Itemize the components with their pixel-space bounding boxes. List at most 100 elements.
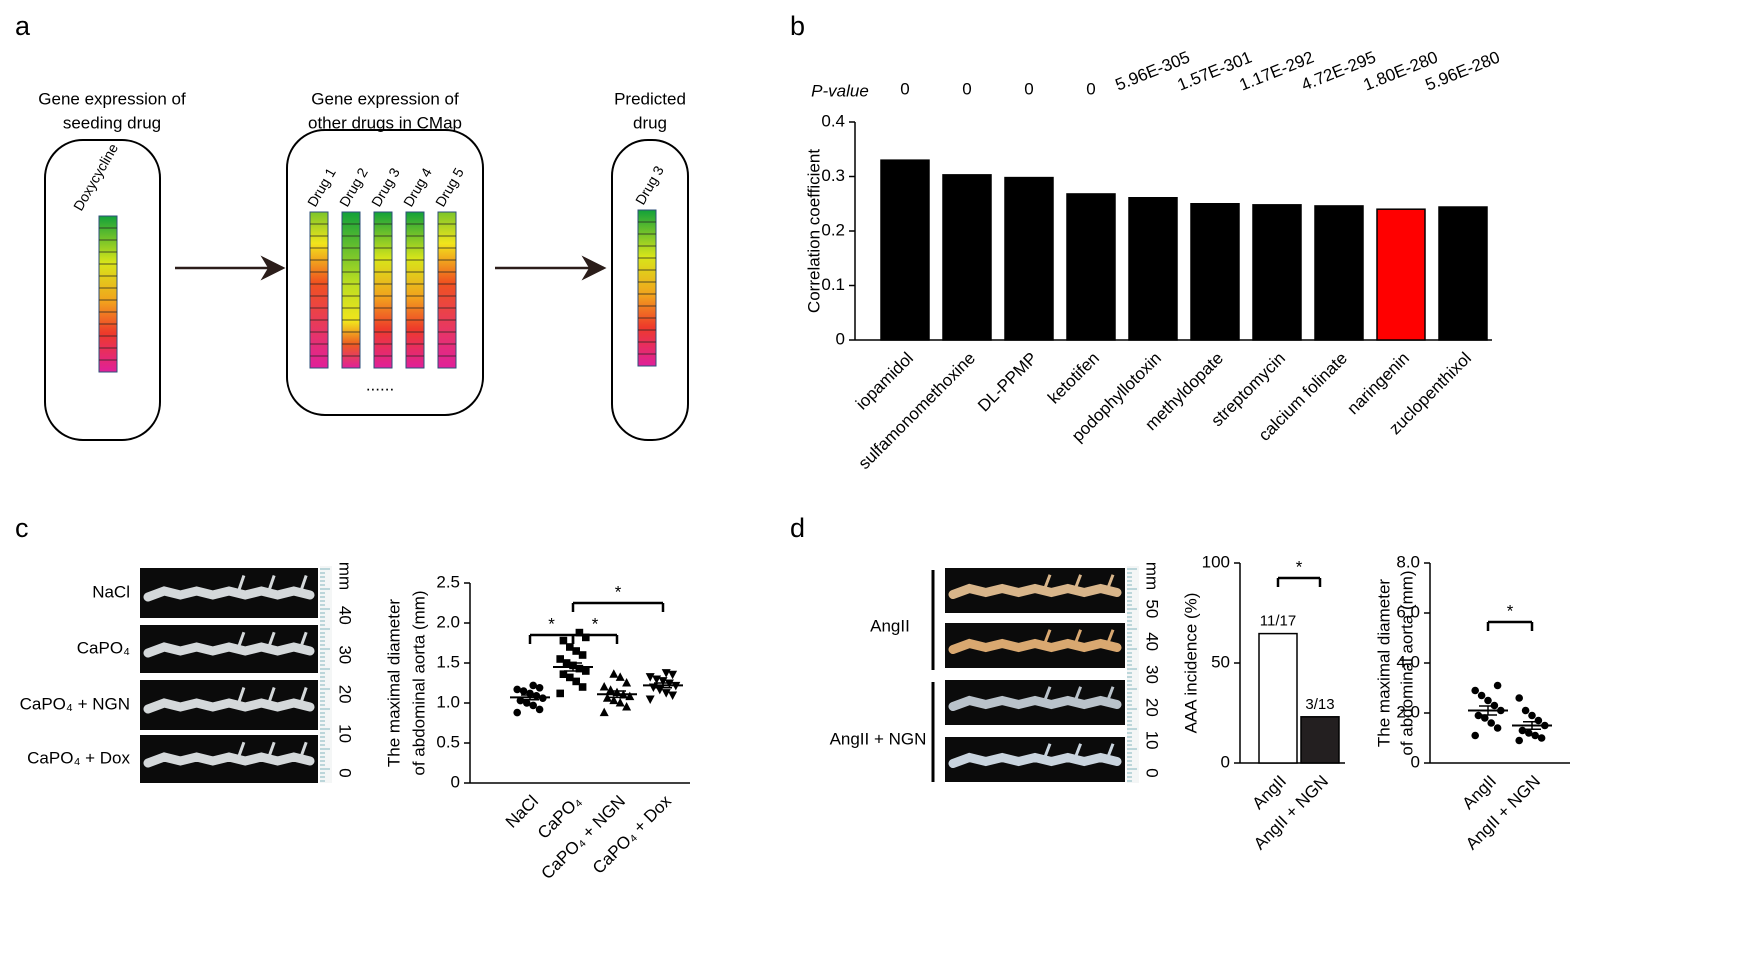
point	[1474, 711, 1483, 720]
point	[652, 675, 662, 684]
point	[535, 684, 544, 692]
point	[1484, 696, 1492, 705]
point	[645, 673, 655, 682]
aorta	[948, 752, 1122, 768]
p-value: 0	[900, 79, 909, 98]
y-axis-label: The maximal diameter	[384, 599, 403, 768]
aorta-branch	[1105, 629, 1115, 647]
y-axis-label: Correlation coefficient	[804, 149, 823, 313]
box-title: Gene expression of	[311, 89, 459, 108]
significance-label: *	[1507, 601, 1514, 620]
expression-column	[341, 211, 361, 369]
aorta	[143, 698, 315, 714]
bar	[1258, 632, 1298, 764]
aorta-branch	[266, 741, 276, 760]
significance-label: *	[592, 614, 599, 633]
point	[566, 643, 574, 651]
aorta-branch	[236, 631, 246, 650]
bar	[880, 159, 930, 341]
bar	[1300, 716, 1340, 764]
expression-column	[98, 215, 118, 373]
point	[1481, 714, 1489, 722]
point	[661, 669, 671, 678]
point	[559, 636, 568, 645]
point	[668, 691, 678, 700]
aorta	[948, 583, 1122, 599]
bar	[942, 174, 992, 341]
drug-label: Drug 3	[368, 165, 403, 210]
point	[578, 651, 587, 659]
point	[519, 687, 528, 695]
point	[599, 682, 609, 691]
point	[661, 689, 671, 698]
box-title: other drugs in CMap	[308, 113, 462, 132]
aorta-branch	[1073, 743, 1083, 761]
panel-label: c	[15, 513, 29, 543]
ruler-label: 50	[1143, 599, 1162, 618]
point	[609, 669, 619, 678]
aorta-branch	[1073, 574, 1083, 592]
aorta-branch	[266, 687, 276, 706]
point	[513, 708, 521, 717]
ellipsis: ......	[366, 375, 394, 394]
aorta-branch	[266, 575, 276, 594]
point	[622, 702, 632, 711]
point	[582, 633, 590, 642]
point	[1493, 724, 1502, 732]
point	[622, 678, 632, 687]
point	[1515, 736, 1523, 745]
point	[625, 691, 635, 701]
aorta	[948, 638, 1122, 654]
y-tick-label: 0.1	[821, 275, 845, 294]
x-tick-label: iopamidol	[852, 349, 917, 414]
aorta-branch	[1042, 743, 1052, 761]
point	[609, 695, 619, 705]
bar	[1376, 208, 1426, 341]
point	[572, 647, 580, 655]
panel-label: b	[790, 11, 805, 41]
point	[566, 673, 574, 682]
aorta	[143, 752, 315, 768]
y-tick-label: 6.0	[1396, 602, 1420, 621]
aorta-branch	[1042, 686, 1052, 704]
bar	[1066, 193, 1116, 341]
point	[1525, 729, 1533, 737]
panel-label: a	[15, 11, 31, 41]
aorta-branch	[298, 631, 308, 650]
point	[529, 701, 537, 710]
box-title: drug	[633, 113, 667, 132]
point	[575, 664, 584, 673]
aorta-branch	[266, 631, 276, 650]
x-tick-label: ketotifen	[1044, 349, 1103, 408]
box-title: seeding drug	[63, 113, 161, 132]
y-tick-label: 0.3	[821, 166, 845, 185]
group-label: AngII + NGN	[830, 729, 927, 748]
point	[556, 689, 564, 698]
point	[1528, 711, 1536, 720]
ruler-label: mm	[336, 562, 355, 590]
significance-label: *	[615, 582, 622, 601]
y-tick-label: 0.2	[821, 220, 845, 239]
ruler-label: 10	[1143, 731, 1162, 750]
seed-box	[44, 139, 161, 441]
y-tick-label: 0	[1411, 752, 1420, 771]
ruler-label: 40	[1143, 632, 1162, 651]
point	[615, 698, 625, 707]
y-tick-label: 8.0	[1396, 552, 1420, 571]
point	[615, 672, 625, 681]
aorta-branch	[298, 741, 308, 760]
point	[575, 628, 584, 637]
p-value: 0	[962, 79, 971, 98]
drug-label: Doxycycline	[70, 140, 121, 213]
p-value: 0	[1086, 79, 1095, 98]
drug-label: Drug 5	[432, 165, 467, 210]
significance-label: *	[548, 614, 555, 633]
drug-label: Drug 4	[400, 165, 435, 210]
group-label: AngII	[870, 616, 910, 635]
y-tick-label: 2.0	[436, 612, 460, 631]
point	[602, 693, 612, 702]
point	[1515, 694, 1523, 702]
point	[578, 683, 587, 691]
y-axis-label: of abdominal aorta (mm)	[1397, 570, 1416, 755]
point	[572, 677, 580, 686]
